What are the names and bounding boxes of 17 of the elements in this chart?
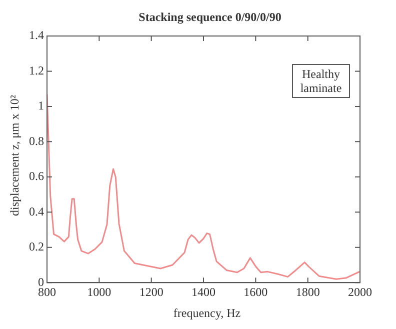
y-tick-label: 1.4 bbox=[29, 28, 44, 42]
x-tick-label: 1200 bbox=[139, 284, 164, 299]
y-tick-label: 0.8 bbox=[29, 134, 44, 148]
y-tick-label: 1 bbox=[38, 98, 44, 113]
y-tick-label: 0.2 bbox=[29, 240, 44, 254]
x-tick-label: 2000 bbox=[348, 284, 372, 299]
y-axis-title: displacement z, μm x 10² bbox=[8, 94, 22, 218]
y-tick-label: 0.4 bbox=[29, 204, 44, 218]
x-tick-label: 1000 bbox=[87, 284, 112, 299]
x-tick-label: 1400 bbox=[192, 284, 216, 299]
annotation: Healthy laminate bbox=[292, 64, 350, 98]
y-tick-label: 0.6 bbox=[29, 169, 44, 184]
x-tick-label: 1800 bbox=[296, 284, 320, 299]
y-tick-label: 1.2 bbox=[29, 63, 44, 78]
x-tick-label: 1600 bbox=[244, 284, 268, 299]
chart-title: Stacking sequence 0/90/0/90 bbox=[138, 10, 282, 25]
x-axis-title: frequency, Hz bbox=[172, 306, 242, 321]
